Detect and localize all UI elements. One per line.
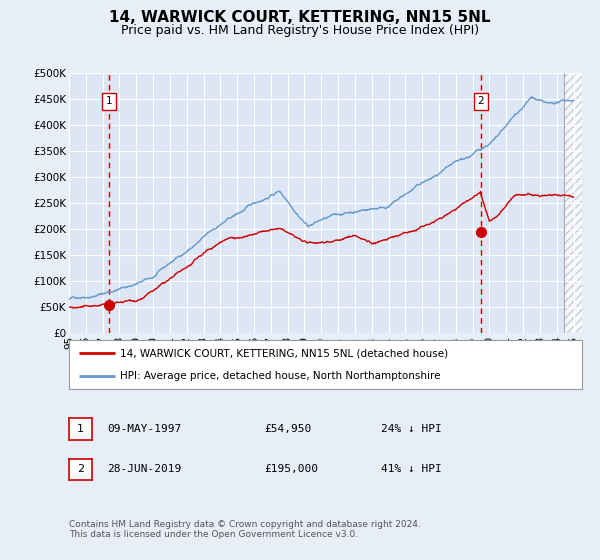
Text: £54,950: £54,950	[264, 424, 311, 434]
Text: HPI: Average price, detached house, North Northamptonshire: HPI: Average price, detached house, Nort…	[120, 371, 441, 381]
Text: 28-JUN-2019: 28-JUN-2019	[107, 464, 181, 474]
Text: 2: 2	[478, 96, 484, 106]
Text: 24% ↓ HPI: 24% ↓ HPI	[381, 424, 442, 434]
Text: Contains HM Land Registry data © Crown copyright and database right 2024.
This d: Contains HM Land Registry data © Crown c…	[69, 520, 421, 539]
Text: £195,000: £195,000	[264, 464, 318, 474]
Bar	[564, 73, 582, 333]
Text: 2: 2	[77, 464, 84, 474]
Bar	[564, 73, 582, 333]
Text: 41% ↓ HPI: 41% ↓ HPI	[381, 464, 442, 474]
Text: 09-MAY-1997: 09-MAY-1997	[107, 424, 181, 434]
Text: 14, WARWICK COURT, KETTERING, NN15 5NL: 14, WARWICK COURT, KETTERING, NN15 5NL	[109, 10, 491, 25]
Text: Price paid vs. HM Land Registry's House Price Index (HPI): Price paid vs. HM Land Registry's House …	[121, 24, 479, 36]
Text: 1: 1	[77, 424, 84, 434]
Text: 1: 1	[106, 96, 112, 106]
Text: 14, WARWICK COURT, KETTERING, NN15 5NL (detached house): 14, WARWICK COURT, KETTERING, NN15 5NL (…	[120, 348, 448, 358]
